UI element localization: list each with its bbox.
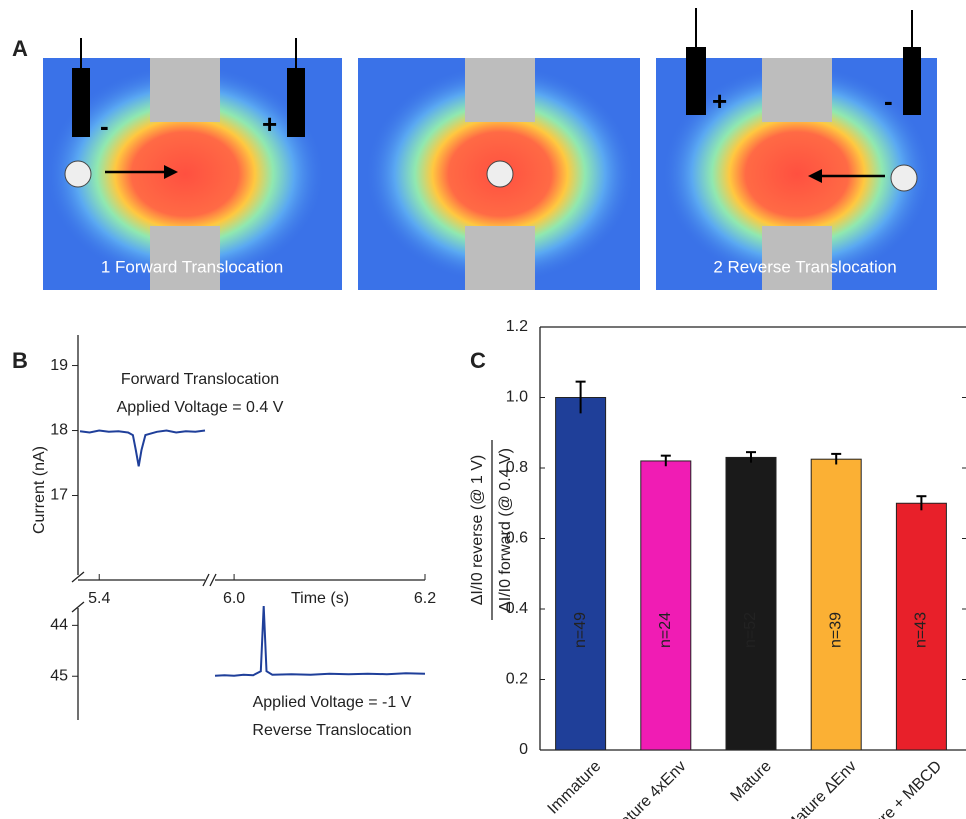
y-axis-label: ΔI/I0 reverse (@ 1 V) bbox=[469, 455, 486, 606]
y-tick-label: 0.8 bbox=[506, 459, 528, 476]
y-tick-label: 17 bbox=[50, 487, 68, 504]
bar-label: n=52 bbox=[742, 612, 759, 648]
y-tick-label: 0.2 bbox=[506, 671, 528, 688]
electrode-sign: - bbox=[884, 86, 893, 116]
bar bbox=[726, 457, 776, 750]
x-tick-label: 5.4 bbox=[88, 590, 110, 607]
y-tick-label: 1.0 bbox=[506, 389, 528, 406]
x-tick-label: Mature bbox=[728, 758, 775, 805]
y-tick-label: 1.2 bbox=[506, 318, 528, 335]
y-tick-label: 18 bbox=[50, 422, 68, 439]
bar-label: n=24 bbox=[657, 612, 674, 648]
bar-label: n=43 bbox=[913, 612, 930, 648]
y-axis-label: Current (nA) bbox=[31, 446, 48, 534]
panel-label: B bbox=[12, 348, 28, 373]
bar-label: n=39 bbox=[827, 612, 844, 648]
caption: 1 Forward Translocation bbox=[101, 257, 283, 276]
x-tick-label: Mature ΔEnv bbox=[783, 758, 860, 819]
y-tick-label: 0 bbox=[519, 741, 528, 758]
bar bbox=[641, 461, 691, 750]
y-tick-label: 0.6 bbox=[506, 530, 528, 547]
y-tick-label: 0.4 bbox=[506, 600, 528, 617]
x-tick-label: 6.0 bbox=[223, 590, 245, 607]
electrode-sign: + bbox=[712, 86, 727, 116]
y-tick-label: 44 bbox=[50, 617, 68, 634]
x-tick-label: Mature 4xEnv bbox=[608, 758, 690, 819]
x-tick-label: Immature bbox=[545, 758, 605, 818]
panel-label: C bbox=[470, 348, 486, 373]
trace bbox=[80, 431, 205, 467]
bar-label: n=49 bbox=[572, 612, 589, 648]
electrode-sign: - bbox=[100, 111, 109, 141]
trace bbox=[215, 606, 425, 676]
simulation-image bbox=[656, 8, 937, 290]
simulation-image bbox=[43, 38, 342, 290]
y-tick-label: 45 bbox=[50, 667, 68, 684]
annotation: Forward Translocation bbox=[121, 371, 279, 388]
x-tick-label: Mature + MBCD bbox=[852, 758, 945, 819]
simulation-image bbox=[358, 58, 640, 290]
x-tick-label: 6.2 bbox=[414, 590, 436, 607]
annotation: Applied Voltage = 0.4 V bbox=[117, 399, 284, 416]
caption: 2 Reverse Translocation bbox=[713, 257, 896, 276]
y-tick-label: 19 bbox=[50, 357, 68, 374]
bar bbox=[556, 398, 606, 751]
figure: A B C - + 1 Forward Translocation bbox=[0, 0, 966, 819]
axes bbox=[72, 335, 425, 720]
electrode-sign: + bbox=[262, 109, 277, 139]
x-axis-label: Time (s) bbox=[291, 590, 349, 607]
bar bbox=[811, 459, 861, 750]
annotation: Reverse Translocation bbox=[252, 722, 411, 739]
panel-label: A bbox=[12, 36, 28, 61]
annotation: Applied Voltage = -1 V bbox=[253, 694, 412, 711]
